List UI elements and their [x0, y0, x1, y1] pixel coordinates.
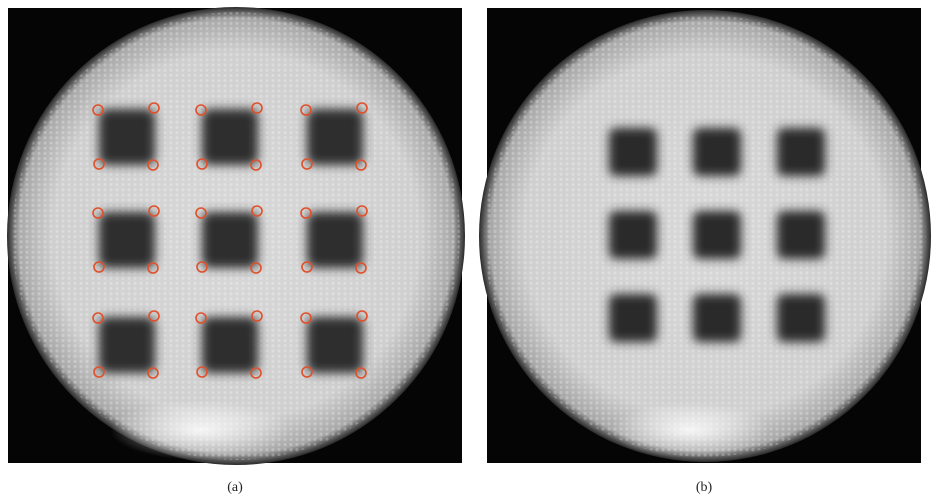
corner-marker [300, 207, 312, 219]
corner-marker [148, 205, 160, 217]
dark-square [777, 294, 825, 342]
bright-region [610, 402, 770, 458]
panel-label: (a) [227, 480, 243, 495]
corner-marker [355, 159, 367, 171]
panel-a [7, 7, 465, 465]
corner-marker [195, 312, 207, 324]
corner-marker [93, 261, 105, 273]
dark-square [693, 211, 741, 259]
panel-label: (b) [696, 480, 713, 495]
dark-square [99, 317, 155, 373]
dark-square [307, 212, 363, 268]
dark-square [307, 317, 363, 373]
corner-marker [147, 367, 159, 379]
dark-square [99, 109, 155, 165]
corner-marker [93, 158, 105, 170]
corner-marker [300, 104, 312, 116]
dark-square [202, 109, 258, 165]
corner-marker [195, 207, 207, 219]
panel-b [479, 8, 931, 463]
corner-marker [196, 366, 208, 378]
corner-marker [148, 310, 160, 322]
corner-marker [301, 261, 313, 273]
corner-marker [355, 262, 367, 274]
dark-square [777, 211, 825, 259]
corner-marker [147, 262, 159, 274]
corner-marker [250, 367, 262, 379]
dark-square [307, 109, 363, 165]
corner-marker [356, 205, 368, 217]
corner-marker [92, 104, 104, 116]
dark-square [609, 128, 657, 176]
corner-marker [196, 261, 208, 273]
corner-marker [250, 262, 262, 274]
corner-marker [251, 102, 263, 114]
corner-marker [93, 366, 105, 378]
corner-marker [92, 312, 104, 324]
dark-square [693, 294, 741, 342]
corner-marker [148, 102, 160, 114]
corner-marker [251, 310, 263, 322]
dark-square [777, 128, 825, 176]
corner-marker [356, 310, 368, 322]
corner-marker [356, 102, 368, 114]
dark-square [99, 212, 155, 268]
dark-square [202, 317, 258, 373]
corner-marker [301, 366, 313, 378]
dark-square [693, 128, 741, 176]
corner-marker [301, 158, 313, 170]
bright-region [110, 400, 290, 460]
corner-marker [250, 159, 262, 171]
corner-marker [355, 367, 367, 379]
corner-marker [300, 312, 312, 324]
dark-square [202, 212, 258, 268]
corner-marker [196, 158, 208, 170]
corner-marker [92, 207, 104, 219]
dark-square [609, 211, 657, 259]
dark-square [609, 294, 657, 342]
corner-marker [147, 159, 159, 171]
corner-marker [251, 205, 263, 217]
corner-marker [195, 104, 207, 116]
